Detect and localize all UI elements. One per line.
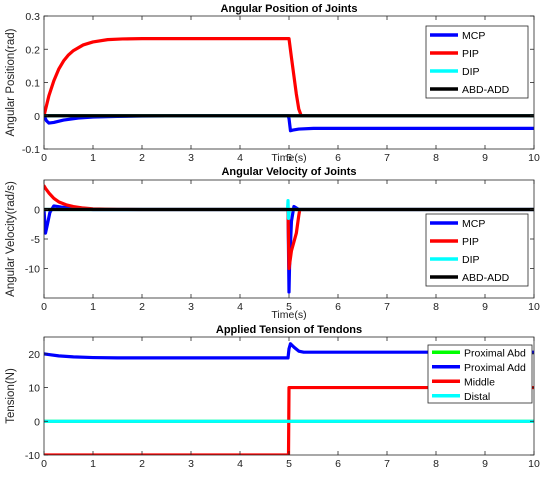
x-tick-label: 7 — [384, 152, 390, 164]
legend-box — [425, 213, 529, 287]
y-tick-label: 0.2 — [25, 44, 40, 56]
series-group — [44, 342, 534, 455]
legend-label: DIP — [462, 254, 480, 266]
x-axis-label: Time(s) — [271, 309, 306, 321]
legend-label: ABD-ADD — [462, 84, 510, 96]
x-tick-label: 9 — [482, 458, 488, 470]
x-tick-label: 3 — [188, 301, 194, 313]
x-tick-label: 4 — [237, 152, 243, 164]
x-tick-label: 6 — [335, 301, 341, 313]
x-tick-label: 10 — [528, 301, 540, 313]
x-tick-label: 9 — [482, 301, 488, 313]
y-axis-label: Tension(N) — [5, 368, 17, 424]
x-tick-label: 5 — [286, 301, 292, 313]
x-tick-label: 4 — [237, 458, 243, 470]
x-tick-label: 2 — [139, 152, 145, 164]
legend: MCP PIP DIP ABD-ADD — [425, 213, 529, 287]
y-tick-label: -10 — [25, 450, 40, 462]
y-axis-label: Angular Position(rad) — [5, 28, 17, 136]
chart-title: Applied Tension of Tendons — [216, 324, 362, 336]
y-tick-label: 0 — [34, 205, 40, 217]
x-tick-label: 7 — [384, 301, 390, 313]
x-axis-label: Time(s) — [271, 152, 306, 164]
legend-label: Proximal Add — [464, 362, 526, 374]
x-tick-label: 2 — [139, 458, 145, 470]
series-group — [44, 184, 534, 294]
x-tick-label: 8 — [433, 152, 439, 164]
y-axis-label: Angular Velocity(rad/s) — [5, 181, 17, 297]
x-tick-label: 3 — [188, 152, 194, 164]
x-tick-label: 1 — [90, 301, 96, 313]
legend-label: PIP — [462, 236, 479, 248]
legend-label: ABD-ADD — [462, 272, 510, 284]
legend-label: DIP — [462, 66, 480, 78]
x-tick-label: 8 — [433, 458, 439, 470]
y-tick-label: 0.3 — [25, 11, 40, 23]
x-tick-label: 6 — [335, 458, 341, 470]
y-tick-label: 0.1 — [25, 78, 40, 90]
chart-panel-2: 0 1 2 3 4 5 6 7 8 9 10 -10 -5 0 Angular Velocity of Jo… — [5, 166, 540, 321]
y-tick-label: 10 — [28, 383, 40, 395]
y-tick-label: -5 — [31, 234, 40, 246]
legend-box — [427, 344, 533, 404]
x-tick-label: 1 — [90, 458, 96, 470]
x-tick-label: 5 — [286, 152, 292, 164]
x-tick-label: 3 — [188, 458, 194, 470]
x-tick-label: 10 — [528, 152, 540, 164]
chart-title: Angular Velocity of Joints — [221, 166, 356, 178]
legend-label: PIP — [462, 48, 479, 60]
legend-label: Distal — [464, 391, 490, 403]
x-tick-label: 7 — [384, 458, 390, 470]
chart-title: Angular Position of Joints — [221, 3, 358, 15]
x-tick-label: 4 — [237, 301, 243, 313]
series-line-proximal-add — [44, 342, 534, 360]
legend-label: MCP — [462, 218, 485, 230]
x-tick-label: 5 — [286, 458, 292, 470]
series-group — [44, 37, 534, 133]
legend-label: Middle — [464, 376, 495, 388]
x-tick-label: 9 — [482, 152, 488, 164]
x-tick-label: 2 — [139, 301, 145, 313]
x-tick-label: 1 — [90, 152, 96, 164]
x-tick-label: 10 — [528, 458, 540, 470]
x-tick-label: 0 — [41, 301, 47, 313]
x-tick-label: 0 — [41, 152, 47, 164]
legend-box — [425, 25, 529, 99]
y-tick-label: 20 — [28, 349, 40, 361]
x-tick-label: 6 — [335, 152, 341, 164]
y-tick-label: -0.1 — [22, 144, 40, 156]
legend-label: MCP — [462, 30, 485, 42]
legend-label: Proximal Abd — [464, 347, 526, 359]
x-tick-label: 8 — [433, 301, 439, 313]
y-tick-label: 0 — [34, 111, 40, 123]
y-tick-label: 0 — [34, 416, 40, 428]
legend: Proximal Abd Proximal Add Middle Distal — [427, 344, 533, 404]
legend: MCP PIP DIP ABD-ADD — [425, 25, 529, 99]
y-tick-label: -10 — [25, 264, 40, 276]
x-tick-label: 0 — [41, 458, 47, 470]
